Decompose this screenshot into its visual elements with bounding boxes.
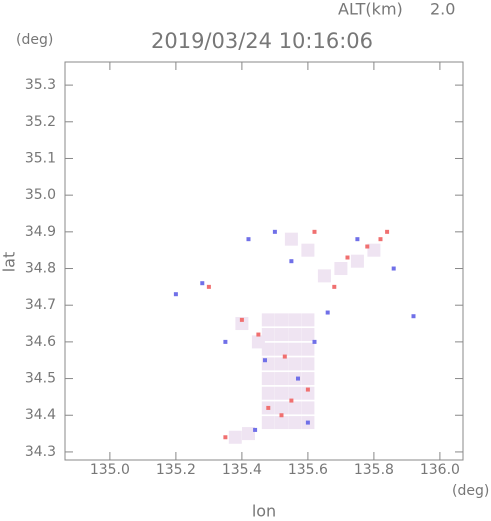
data-point (350, 254, 364, 268)
y-tick-label: 34.6 (25, 334, 56, 350)
x-tick-label: 136.0 (420, 462, 460, 478)
data-point (256, 332, 261, 337)
data-point (301, 328, 315, 342)
data-point (288, 342, 302, 356)
y-tick-label: 34.7 (25, 297, 56, 313)
data-point (228, 430, 242, 444)
data-point (288, 328, 302, 342)
data-point (284, 232, 298, 246)
data-point (261, 416, 275, 430)
data-point (274, 313, 288, 327)
data-point (288, 357, 302, 371)
data-point (274, 401, 288, 415)
data-point (334, 262, 348, 276)
data-point (295, 376, 300, 381)
data-point (289, 398, 294, 403)
data-point (261, 342, 275, 356)
data-point (365, 244, 370, 249)
data-point (378, 237, 383, 242)
data-point (274, 416, 288, 430)
data-point (274, 328, 288, 342)
data-point (261, 372, 275, 386)
data-point (262, 358, 267, 363)
data-point (274, 386, 288, 400)
altitude-value: 2.0 (430, 0, 455, 19)
data-point (301, 372, 315, 386)
plot-frame (64, 61, 464, 461)
data-point (385, 229, 390, 234)
x-tick-label: 135.2 (156, 462, 196, 478)
data-point (272, 229, 277, 234)
data-point (266, 405, 271, 410)
data-point (223, 435, 228, 440)
data-point (345, 255, 350, 260)
y-tick-label: 35.2 (25, 114, 56, 130)
data-point (305, 420, 310, 425)
data-point (301, 401, 315, 415)
chart-title: 2019/03/24 10:16:06 (151, 29, 373, 53)
x-tick-label: 135.0 (90, 462, 130, 478)
data-point (411, 314, 416, 319)
data-point (301, 357, 315, 371)
data-point (288, 401, 302, 415)
data-point (367, 243, 381, 257)
data-point (206, 284, 211, 289)
data-point (274, 342, 288, 356)
data-point (251, 335, 265, 349)
data-point (274, 372, 288, 386)
data-point (223, 339, 228, 344)
data-point (246, 237, 251, 242)
data-point (288, 416, 302, 430)
data-point (261, 386, 275, 400)
data-point (279, 413, 284, 418)
y-tick-label: 34.8 (25, 261, 56, 277)
data-point (282, 354, 287, 359)
data-point (261, 328, 275, 342)
x-tick-label: 135.8 (354, 462, 394, 478)
data-layer (173, 229, 416, 444)
x-tick-label: 135.6 (288, 462, 328, 478)
y-axis-label: lat (0, 252, 19, 273)
data-point (325, 310, 330, 315)
data-point (301, 243, 315, 257)
data-point (288, 386, 302, 400)
data-point (312, 339, 317, 344)
data-point (235, 317, 249, 331)
y-tick-label: 34.9 (25, 224, 56, 240)
altitude-label: ALT(km) (338, 0, 403, 19)
data-point (301, 313, 315, 327)
data-point (274, 357, 288, 371)
y-tick-label: 34.4 (25, 407, 56, 423)
y-tick-label: 34.3 (25, 444, 56, 460)
data-point (305, 387, 310, 392)
y-tick-label: 35.1 (25, 150, 56, 166)
data-point (253, 427, 258, 432)
data-point (391, 266, 396, 271)
data-point (301, 342, 315, 356)
data-point (289, 259, 294, 264)
data-point (173, 292, 178, 297)
y-unit: (deg) (16, 32, 53, 48)
data-point (200, 281, 205, 286)
x-unit: (deg) (452, 483, 489, 499)
data-point (301, 386, 315, 400)
y-tick-label: 34.5 (25, 371, 56, 387)
data-point (288, 313, 302, 327)
data-point (332, 284, 337, 289)
data-point (317, 269, 331, 283)
data-point (239, 317, 244, 322)
y-tick-label: 35.3 (25, 77, 56, 93)
x-axis-label: lon (252, 502, 276, 521)
data-point (261, 313, 275, 327)
data-point (288, 372, 302, 386)
data-point (355, 237, 360, 242)
data-point (312, 229, 317, 234)
x-tick-label: 135.4 (222, 462, 262, 478)
y-tick-label: 35.0 (25, 187, 56, 203)
data-point (241, 427, 255, 441)
